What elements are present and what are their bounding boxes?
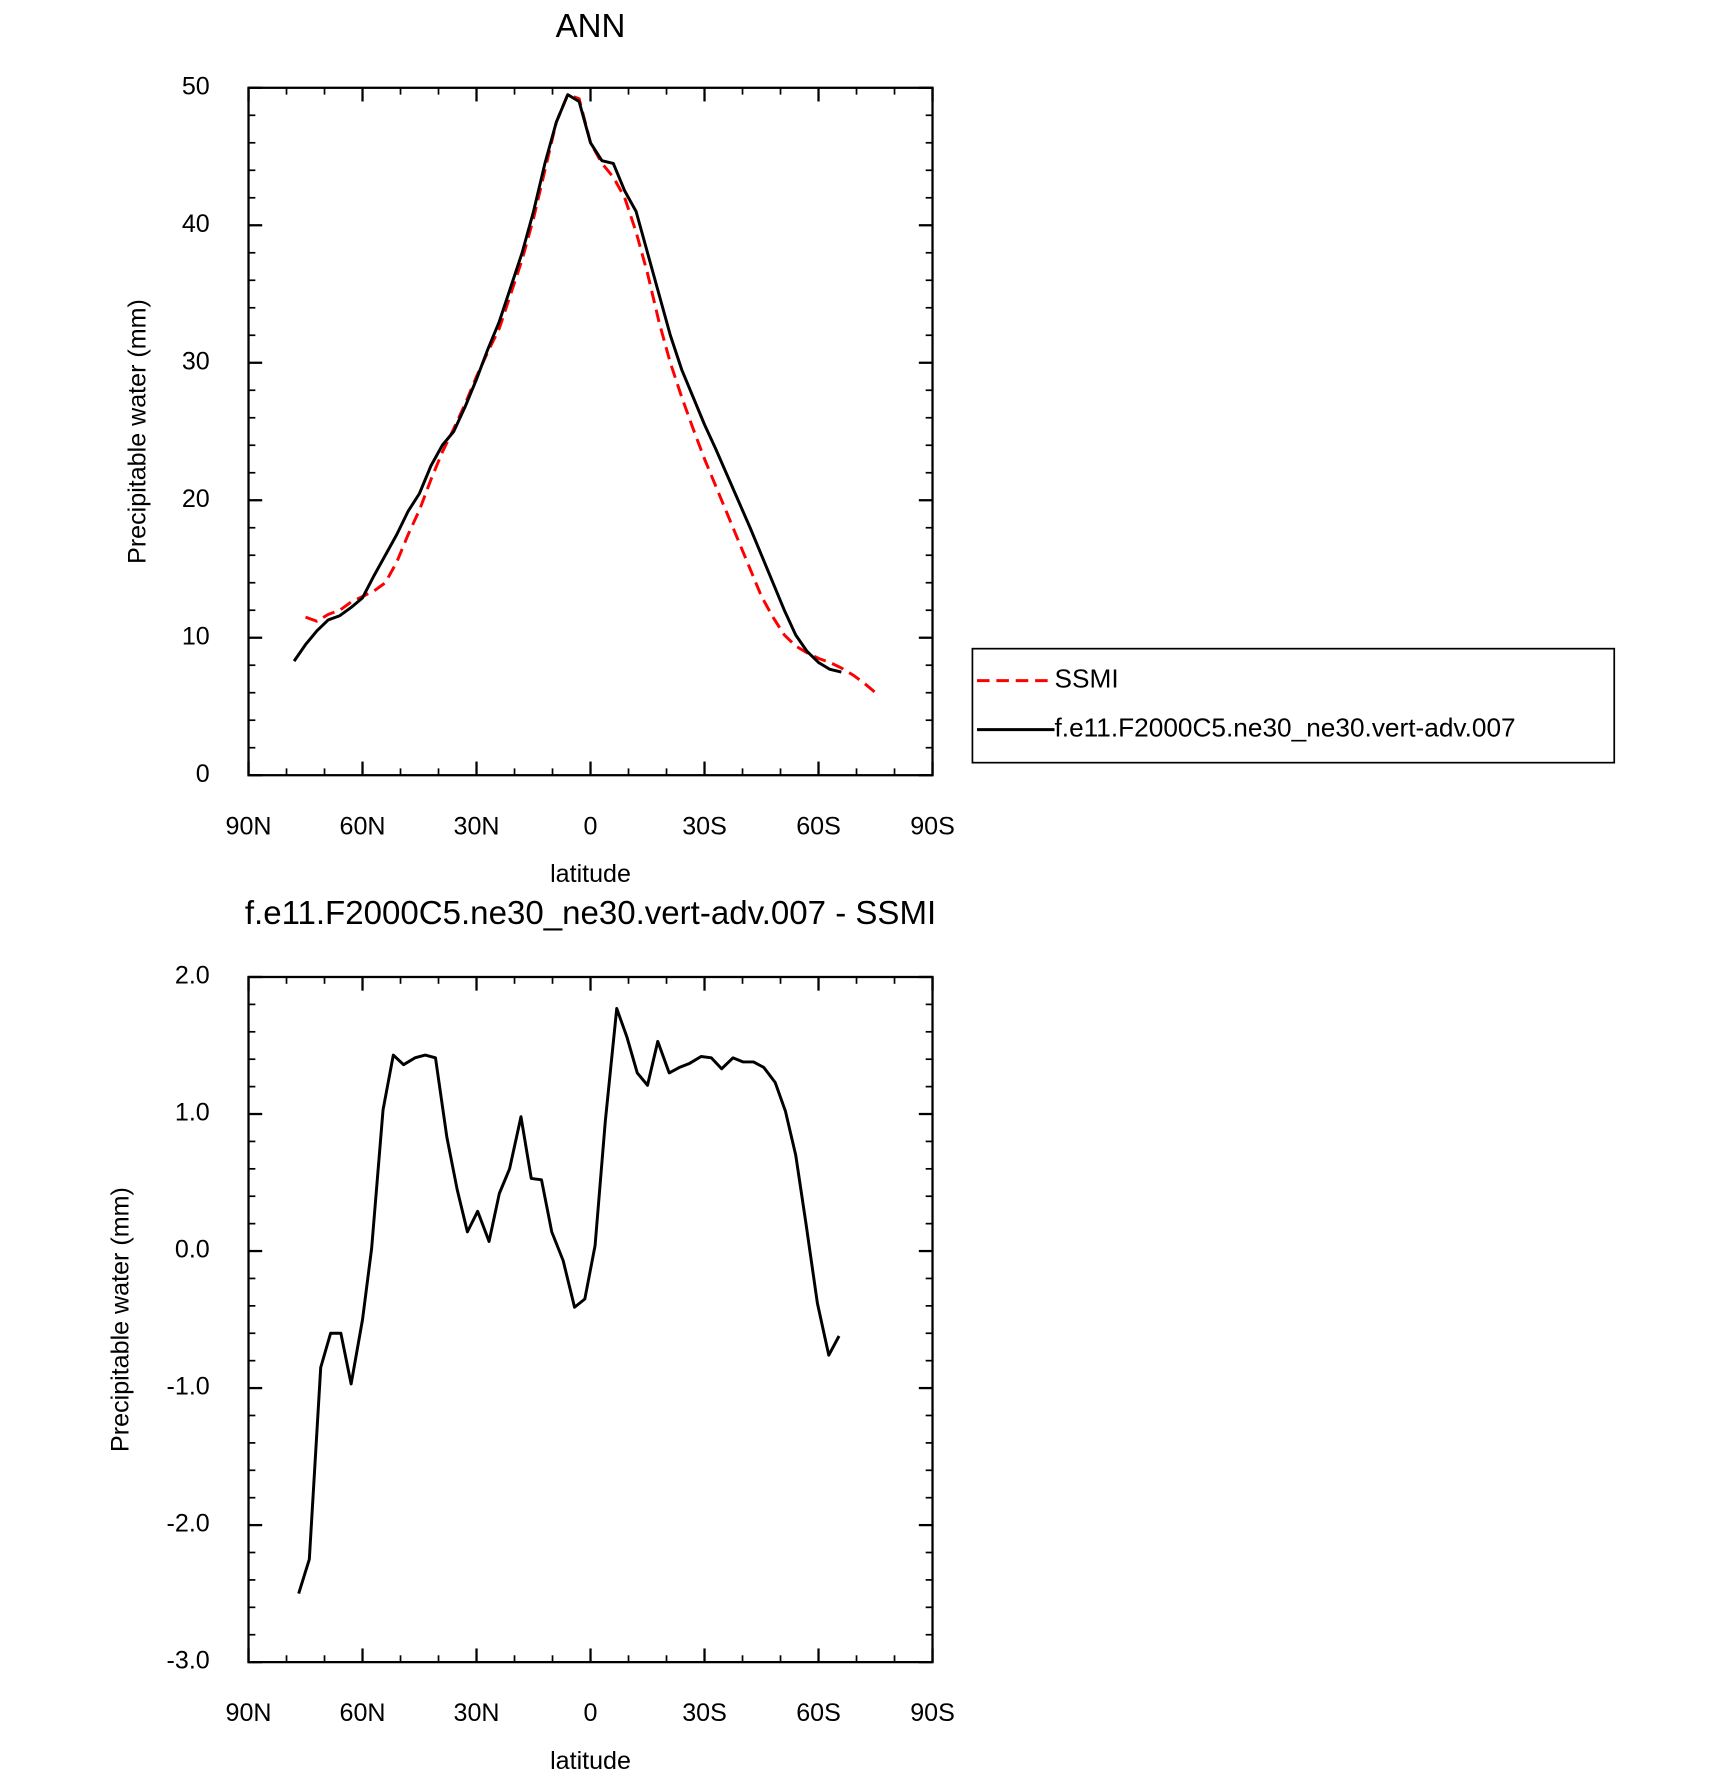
y-axis-label: Precipitable water (mm) [124,299,152,564]
y-axis-label: Precipitable water (mm) [107,1187,135,1452]
y-tick-label: 40 [182,210,210,238]
x-tick-label: 30S [682,1699,727,1727]
legend-label: f.e11.F2000C5.ne30_ne30.vert-adv.007 [1055,713,1516,743]
data-line [292,93,842,674]
x-tick-label: 90N [226,1699,272,1727]
y-tick-label: 0 [196,760,210,788]
y-tick-label: 20 [182,485,210,513]
x-axis-label: latitude [550,1747,631,1775]
x-tick-label: 30N [454,1699,500,1727]
x-tick-label: 60N [340,812,386,840]
y-tick-label: 50 [182,72,210,100]
y-tick-label: 30 [182,347,210,375]
x-tick-label: 60S [796,1699,841,1727]
plot-frame [247,975,934,1664]
chart-title: f.e11.F2000C5.ne30_ne30.vert-adv.007 - S… [245,895,936,932]
legend-label: SSMI [1055,664,1119,694]
y-tick-label: -1.0 [167,1373,210,1401]
x-tick-label: 60S [796,812,841,840]
legend-box [971,647,1616,764]
data-line [305,93,877,694]
x-tick-label: 30N [454,812,500,840]
x-axis-label: latitude [550,860,631,888]
x-tick-label: 90S [910,1699,955,1727]
y-tick-label: -2.0 [167,1510,210,1538]
data-line [297,1007,841,1595]
y-tick-label: 2.0 [175,962,210,990]
x-tick-label: 0 [584,1699,598,1727]
x-tick-label: 0 [584,812,598,840]
x-tick-label: 30S [682,812,727,840]
x-tick-label: 90N [226,812,272,840]
y-tick-label: 10 [182,622,210,650]
x-tick-label: 60N [340,1699,386,1727]
y-tick-label: 0.0 [175,1236,210,1264]
chart-title: ANN [556,8,626,45]
plot-frame [247,86,934,777]
x-tick-label: 90S [910,812,955,840]
y-tick-label: -3.0 [167,1647,210,1675]
y-tick-label: 1.0 [175,1099,210,1127]
